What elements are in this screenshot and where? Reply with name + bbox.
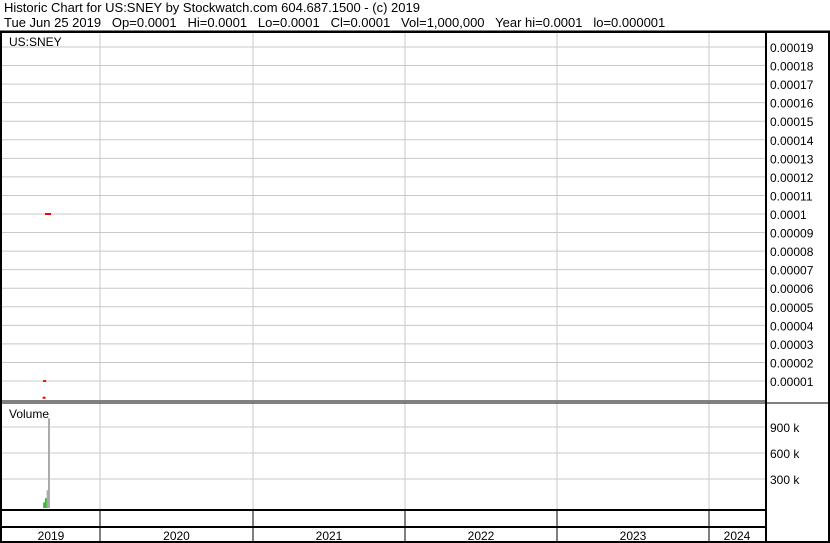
quote-summary: Tue Jun 25 2019 Op=0.0001 Hi=0.0001 Lo=0… (4, 15, 666, 30)
price-tick-label: 0.00009 (770, 227, 814, 241)
volume-label: Volume (9, 407, 49, 421)
price-tick-label: 0.00004 (770, 319, 814, 333)
year-label: 2022 (468, 529, 495, 543)
volume-bar (43, 502, 46, 508)
year-label: 2023 (620, 529, 647, 543)
chart-title: Historic Chart for US:SNEY by Stockwatch… (4, 0, 420, 15)
year-label: 2020 (163, 529, 190, 543)
price-tick-label: 0.00015 (770, 115, 814, 129)
price-tick-label: 0.00006 (770, 282, 814, 296)
volume-tick-label: 900 k (770, 421, 800, 435)
year-label: 2021 (316, 529, 343, 543)
symbol-label: US:SNEY (9, 35, 62, 49)
price-tick-label: 0.00018 (770, 60, 814, 74)
price-tick-label: 0.00013 (770, 152, 814, 166)
price-tick-label: 0.00019 (770, 41, 814, 55)
volume-bar (46, 490, 49, 508)
price-tick-label: 0.00002 (770, 356, 814, 370)
volume-bar (45, 498, 48, 508)
price-tick-label: 0.00012 (770, 171, 814, 185)
price-tick-label: 0.00008 (770, 245, 814, 259)
price-tick-label: 0.00001 (770, 375, 814, 389)
price-point (43, 380, 47, 383)
chart-frame (0, 31, 830, 543)
price-tick-label: 0.00005 (770, 301, 814, 315)
price-tick-label: 0.0001 (770, 208, 807, 222)
year-label: 2019 (38, 529, 65, 543)
price-tick-label: 0.00011 (770, 189, 813, 203)
price-tick-label: 0.00017 (770, 78, 814, 92)
year-label: 2024 (724, 529, 751, 543)
volume-tick-label: 600 k (770, 447, 800, 461)
price-tick-label: 0.00014 (770, 134, 814, 148)
volume-tick-label: 300 k (770, 473, 800, 487)
price-point (45, 213, 49, 215)
price-tick-label: 0.00003 (770, 338, 814, 352)
price-point (42, 396, 46, 399)
price-tick-label: 0.00016 (770, 97, 814, 111)
volume-bar (47, 418, 50, 508)
price-point (47, 213, 51, 215)
price-tick-label: 0.00007 (770, 264, 814, 278)
